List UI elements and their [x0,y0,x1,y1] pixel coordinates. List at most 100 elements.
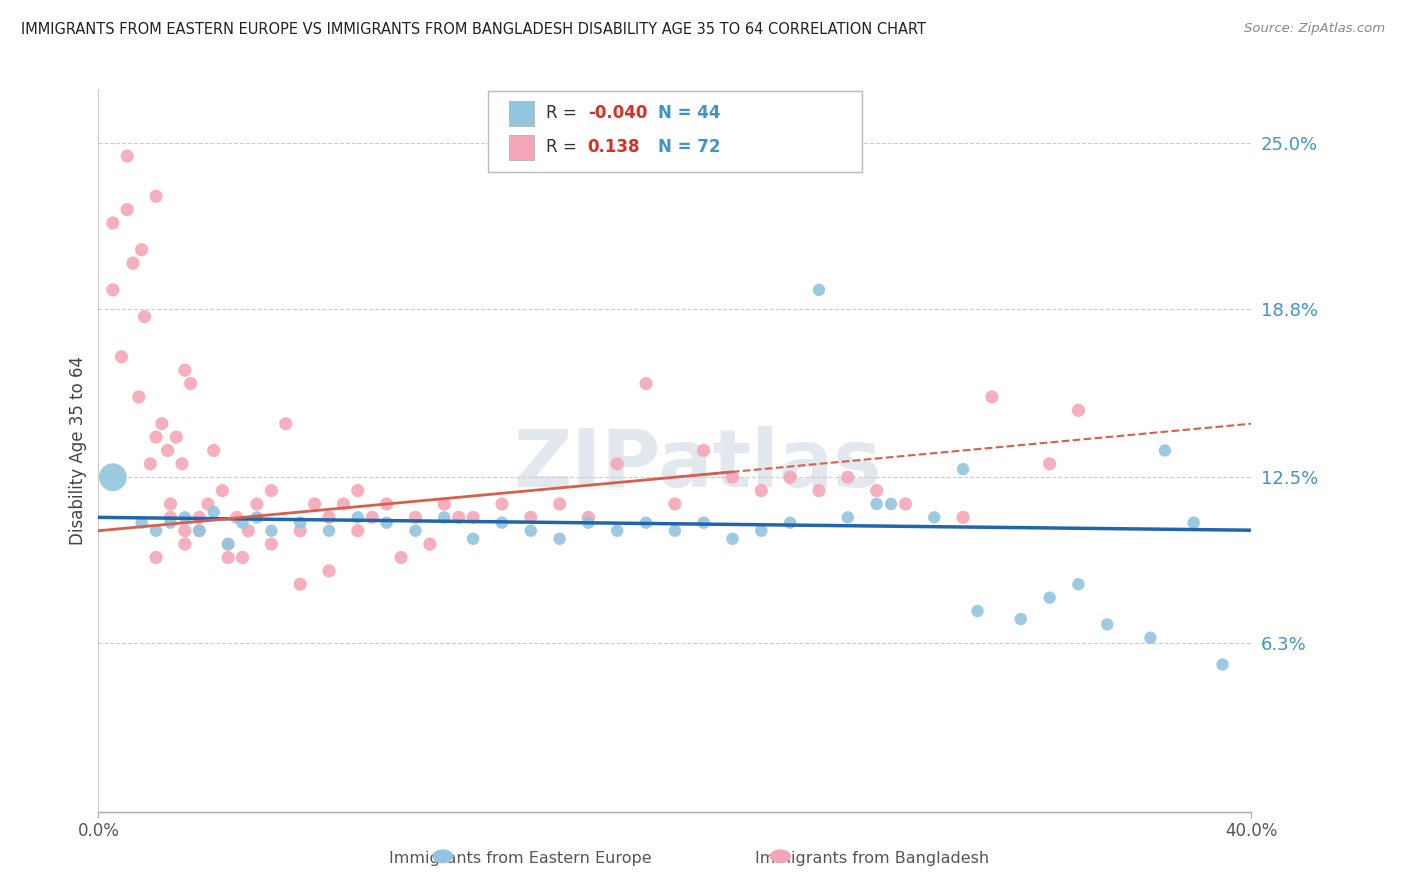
Point [1154,443,1177,458]
Point [894,497,917,511]
Point [866,483,889,498]
Point [837,470,859,484]
Point [101,283,124,297]
Point [139,457,162,471]
Point [131,516,153,530]
Point [260,537,283,551]
Point [751,524,773,538]
Point [866,497,889,511]
Point [606,524,628,538]
Point [924,510,946,524]
Point [779,470,801,484]
Point [1139,631,1161,645]
Point [808,483,831,498]
Point [145,524,167,538]
Point [211,483,233,498]
Text: ZIPatlas: ZIPatlas [513,425,882,504]
Point [447,510,470,524]
Point [636,516,658,530]
Point [389,550,412,565]
Point [150,417,173,431]
Point [188,510,211,524]
Point [318,510,340,524]
Point [145,550,167,565]
Point [101,216,124,230]
Point [721,532,744,546]
Point [405,524,427,538]
Point [202,505,225,519]
Point [318,564,340,578]
Point [131,243,153,257]
Point [128,390,150,404]
Point [966,604,988,618]
Point [217,537,239,551]
Point [217,537,239,551]
Point [880,497,903,511]
Text: N = 72: N = 72 [658,138,720,156]
Point [578,510,600,524]
Point [174,537,197,551]
Point [274,417,297,431]
Point [520,524,543,538]
Point [347,510,370,524]
Point [433,497,456,511]
Point [231,516,254,530]
Point [238,524,260,538]
Point [231,550,254,565]
Point [463,532,485,546]
Point [145,430,167,444]
Point [188,524,211,538]
Point [246,497,269,511]
Point [145,189,167,203]
Point [751,483,773,498]
Point [180,376,202,391]
Point [159,516,181,530]
Point [419,537,441,551]
Point [260,524,283,538]
Point [197,497,219,511]
Point [332,497,354,511]
Point [952,510,974,524]
Point [1039,457,1062,471]
Point [159,510,181,524]
Point [117,202,139,217]
Point [225,510,247,524]
Point [1212,657,1234,672]
Point [117,149,139,163]
Point [101,470,124,484]
Point [1010,612,1032,626]
Point [170,457,193,471]
Text: 0.138: 0.138 [588,138,640,156]
Point [318,524,340,538]
Point [578,516,600,530]
Point [174,363,197,377]
Point [520,510,543,524]
Point [122,256,145,270]
Point [664,497,686,511]
Text: R =: R = [546,104,582,122]
Y-axis label: Disability Age 35 to 64: Disability Age 35 to 64 [69,356,87,545]
Point [491,497,513,511]
Point [548,532,571,546]
Point [246,510,269,524]
Point [159,497,181,511]
Text: Immigrants from Bangladesh: Immigrants from Bangladesh [755,851,988,865]
Point [606,457,628,471]
Point [664,524,686,538]
Point [165,430,187,444]
Point [110,350,132,364]
Point [808,283,831,297]
Text: Source: ZipAtlas.com: Source: ZipAtlas.com [1244,22,1385,36]
Point [290,577,312,591]
Point [779,516,801,530]
Point [636,376,658,391]
Point [174,524,197,538]
Point [491,516,513,530]
Point [837,510,859,524]
Point [405,510,427,524]
Point [156,443,179,458]
Point [1039,591,1062,605]
Point [1067,403,1090,417]
Point [134,310,156,324]
Point [290,524,312,538]
